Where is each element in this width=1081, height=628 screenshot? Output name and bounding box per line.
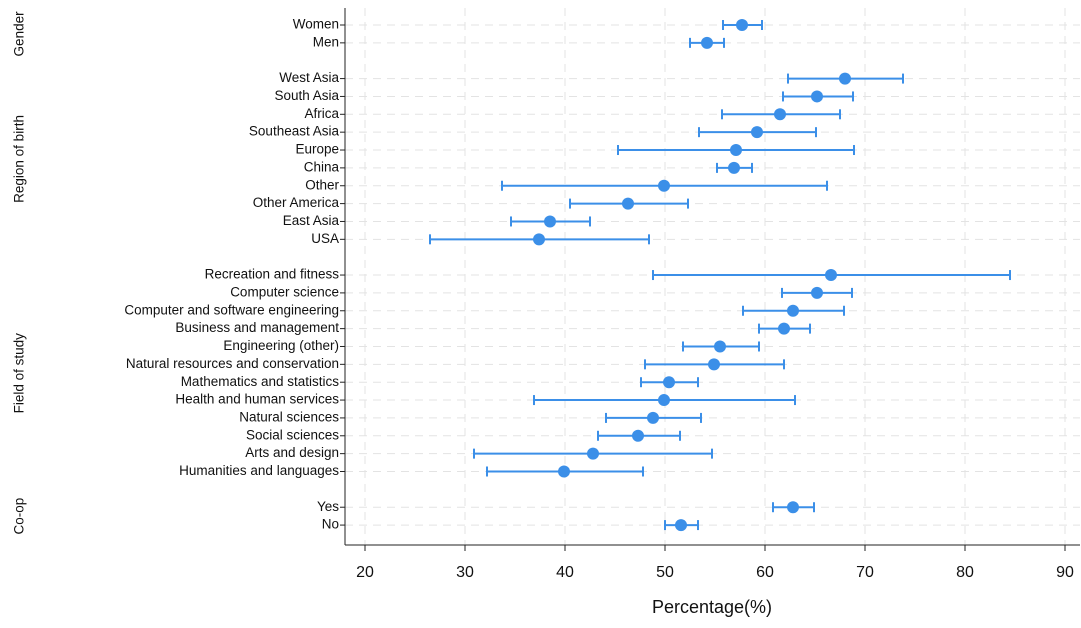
y-tick-label: USA bbox=[311, 231, 339, 246]
group-label: Region of birth bbox=[12, 115, 27, 203]
point bbox=[751, 126, 763, 139]
y-tick-label: Natural sciences bbox=[239, 409, 339, 424]
point bbox=[632, 429, 644, 442]
y-tick-label: East Asia bbox=[283, 213, 340, 228]
y-tick-label: South Asia bbox=[274, 88, 339, 103]
point bbox=[622, 197, 634, 210]
point bbox=[544, 215, 556, 228]
x-axis-title: Percentage(%) bbox=[652, 597, 772, 617]
point bbox=[701, 36, 713, 49]
x-tick-label: 80 bbox=[956, 564, 974, 581]
point bbox=[787, 501, 799, 514]
y-tick-label: Southeast Asia bbox=[249, 124, 340, 139]
point bbox=[787, 304, 799, 317]
point bbox=[658, 394, 670, 407]
y-tick-label: Business and management bbox=[175, 320, 339, 335]
group-label: Gender bbox=[12, 11, 27, 57]
y-tick-label: Africa bbox=[304, 106, 339, 121]
y-tick-label: Other America bbox=[253, 195, 340, 210]
y-tick-label: Women bbox=[293, 17, 339, 32]
x-tick-label: 20 bbox=[356, 564, 374, 581]
y-tick-label: Mathematics and statistics bbox=[181, 374, 340, 389]
x-tick-label: 40 bbox=[556, 564, 574, 581]
point bbox=[811, 286, 823, 299]
point bbox=[714, 340, 726, 353]
point bbox=[558, 465, 570, 478]
y-tick-label: Health and human services bbox=[175, 392, 339, 407]
y-tick-label: Natural resources and conservation bbox=[126, 356, 339, 371]
y-tick-label: Men bbox=[313, 34, 339, 49]
point bbox=[658, 179, 670, 192]
point bbox=[708, 358, 720, 371]
point bbox=[647, 411, 659, 424]
point bbox=[730, 144, 742, 157]
y-tick-label: Computer and software engineering bbox=[124, 302, 339, 317]
x-tick-label: 60 bbox=[756, 564, 774, 581]
y-tick-label: Arts and design bbox=[245, 445, 339, 460]
point bbox=[839, 72, 851, 85]
y-tick-label: No bbox=[322, 517, 339, 532]
y-tick-label: Yes bbox=[317, 499, 339, 514]
point bbox=[675, 519, 687, 532]
y-tick-label: West Asia bbox=[279, 70, 339, 85]
group-label: Field of study bbox=[12, 333, 27, 414]
point bbox=[774, 108, 786, 121]
point bbox=[728, 161, 740, 174]
y-tick-label: Other bbox=[305, 177, 339, 192]
y-tick-label: Humanities and languages bbox=[179, 463, 339, 478]
point bbox=[778, 322, 790, 335]
y-tick-label: Social sciences bbox=[246, 427, 339, 442]
point bbox=[663, 376, 675, 389]
point bbox=[825, 269, 837, 282]
y-tick-label: Engineering (other) bbox=[223, 338, 339, 353]
x-tick-label: 30 bbox=[456, 564, 474, 581]
x-tick-label: 90 bbox=[1056, 564, 1074, 581]
group-label: Co-op bbox=[12, 498, 27, 535]
point bbox=[533, 233, 545, 246]
point bbox=[811, 90, 823, 103]
point bbox=[736, 19, 748, 31]
y-tick-label: Europe bbox=[295, 142, 339, 157]
y-tick-label: Computer science bbox=[230, 284, 339, 299]
x-tick-label: 50 bbox=[656, 564, 674, 581]
y-tick-label: Recreation and fitness bbox=[205, 267, 340, 282]
x-tick-label: 70 bbox=[856, 564, 874, 581]
y-tick-label: China bbox=[304, 159, 340, 174]
point bbox=[587, 447, 599, 460]
